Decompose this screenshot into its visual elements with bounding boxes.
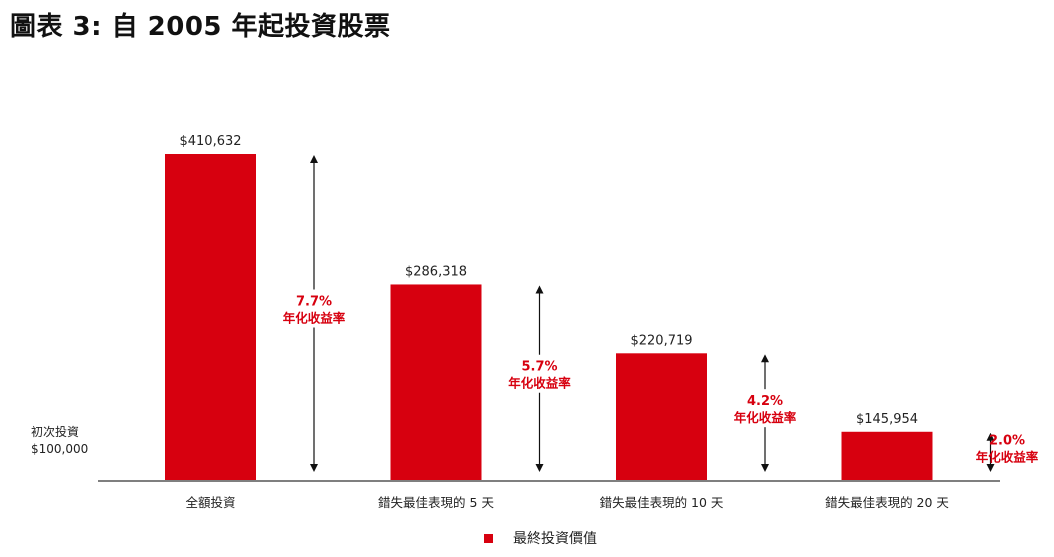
annotation-bg <box>725 389 805 428</box>
annotation-bg <box>274 289 354 328</box>
legend-swatch <box>484 533 493 543</box>
initial-investment: 初次投資 $100,000 <box>31 424 88 458</box>
return-label: 年化收益率 <box>734 410 797 425</box>
category-label: 錯失最佳表現的 5 天 <box>378 495 494 510</box>
legend: 最終投資價值 <box>484 528 597 548</box>
legend-label: 最終投資價值 <box>513 531 597 547</box>
initial-investment-label: 初次投資 <box>31 425 80 439</box>
bar-value-label: $410,632 <box>179 134 241 149</box>
return-rate: 4.2% <box>747 394 783 409</box>
bar-value-label: $220,719 <box>630 333 692 348</box>
page-title: 圖表 3: 自 2005 年起投資股票 <box>10 12 391 42</box>
bar <box>390 284 482 480</box>
return-label: 年化收益率 <box>976 449 1039 464</box>
annotation-bg <box>499 354 580 393</box>
return-rate: 7.7% <box>296 295 332 310</box>
bar-value-label: $286,318 <box>405 264 467 279</box>
category-label: 錯失最佳表現的 20 天 <box>825 495 949 510</box>
category-label: 全額投資 <box>185 495 235 510</box>
return-label: 年化收益率 <box>508 376 571 391</box>
return-label: 年化收益率 <box>283 311 346 326</box>
category-label: 錯失最佳表現的 10 天 <box>600 495 724 510</box>
bar <box>616 353 707 480</box>
initial-investment-value: $100,000 <box>31 442 89 456</box>
return-rate: 5.7% <box>521 360 557 375</box>
bar <box>165 154 256 480</box>
bar-value-label: $145,954 <box>856 412 918 427</box>
bar <box>841 431 933 480</box>
return-rate: 2.0% <box>989 433 1025 448</box>
